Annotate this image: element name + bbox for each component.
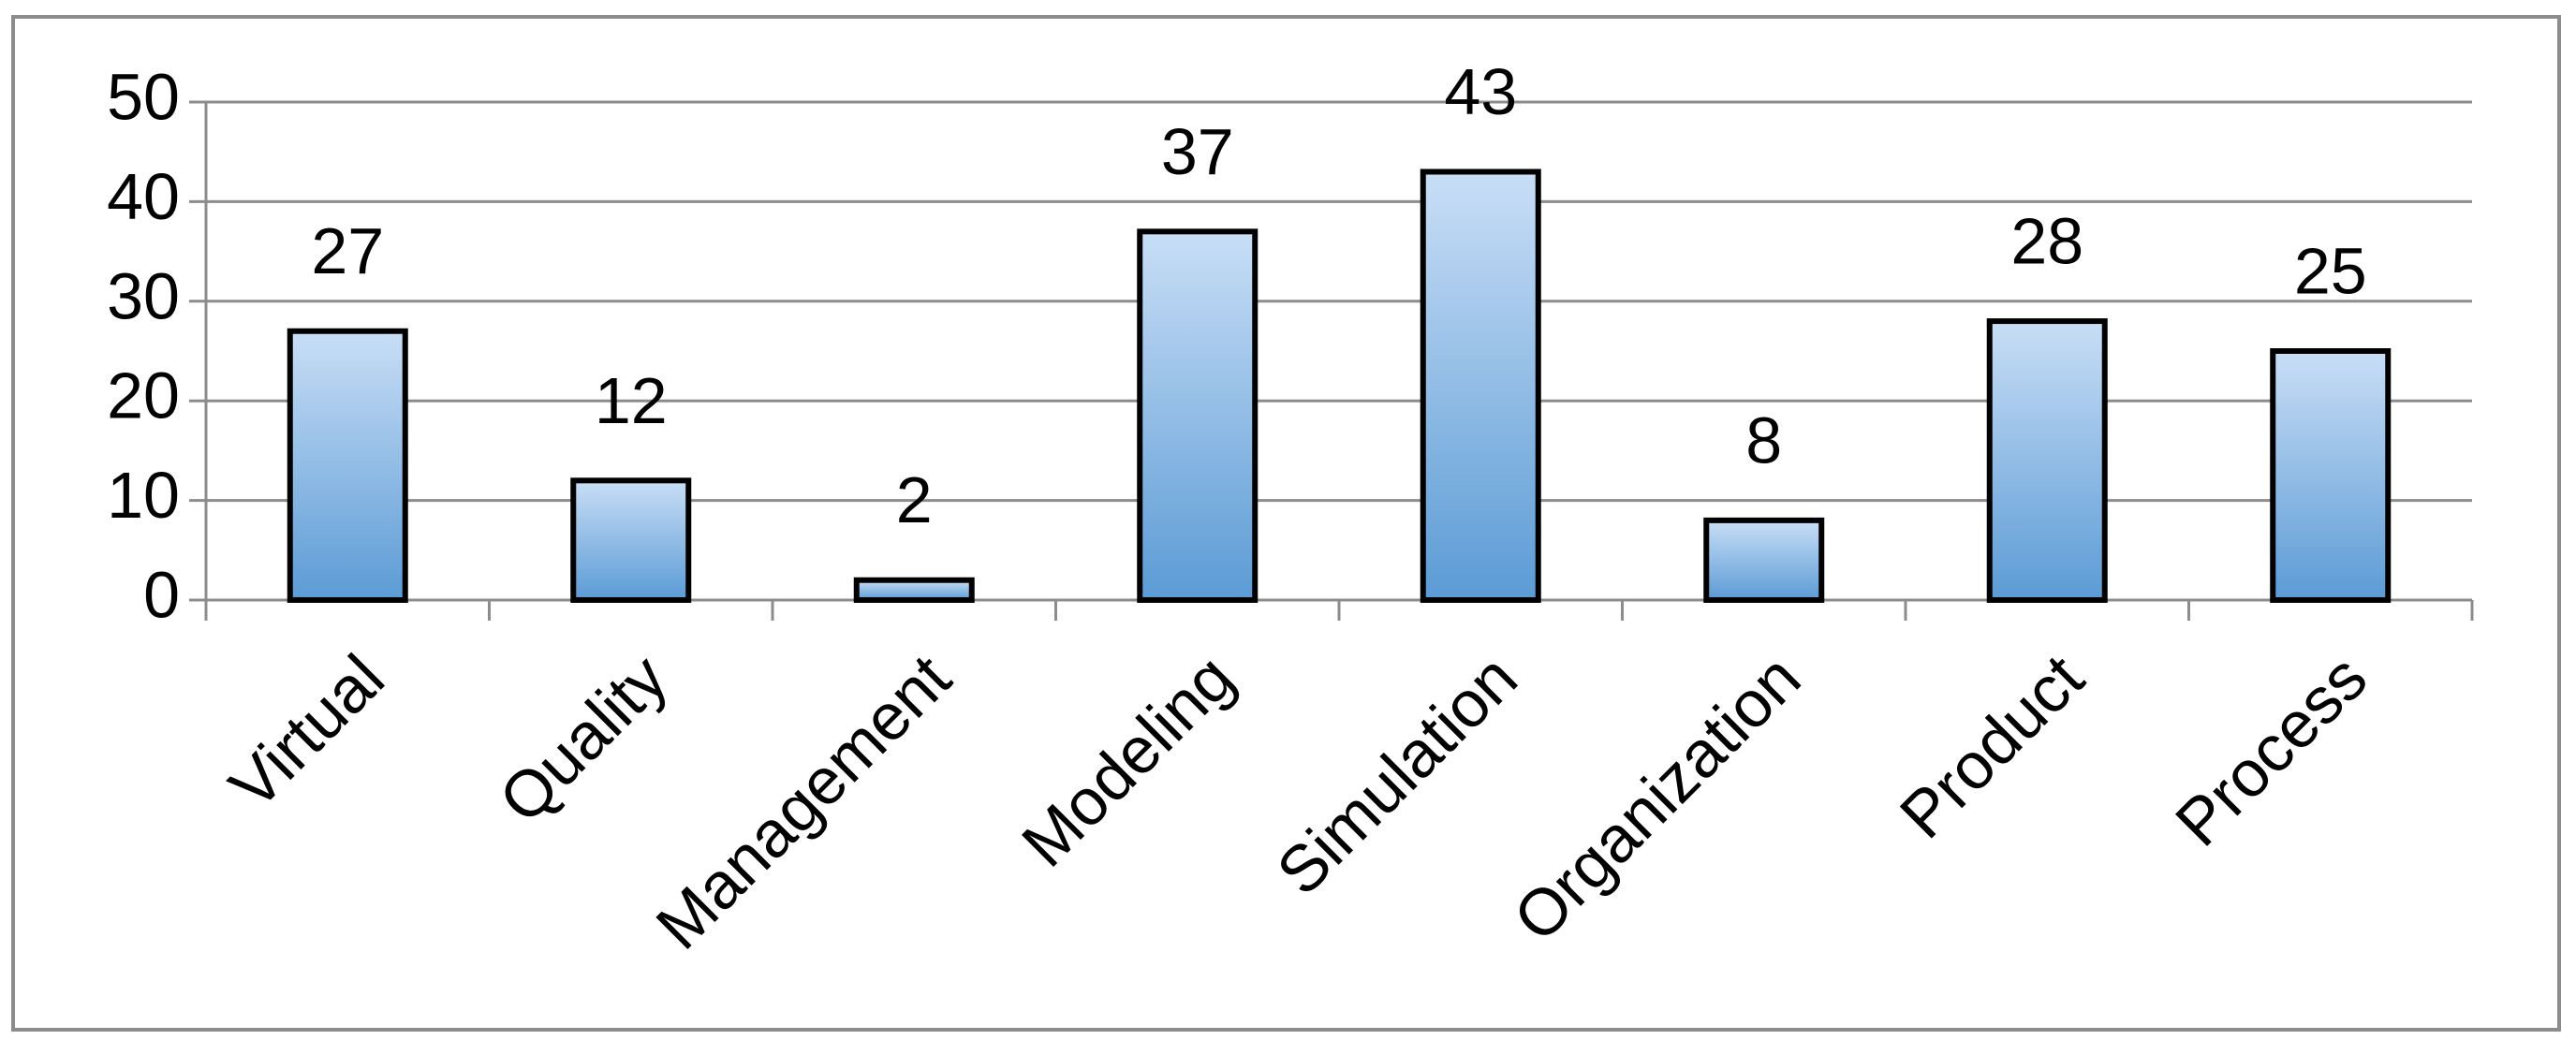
y-tick-label: 30 (107, 259, 180, 332)
data-label: 43 (1444, 55, 1517, 128)
bar (1420, 168, 1541, 603)
bar (287, 328, 408, 603)
data-label: 2 (896, 463, 933, 536)
data-label: 27 (311, 214, 384, 287)
y-tick-label: 40 (107, 160, 180, 233)
bar (1986, 318, 2108, 603)
bar (1137, 228, 1259, 603)
bar (853, 577, 975, 603)
data-label: 12 (595, 364, 668, 437)
y-tick-label: 20 (107, 359, 180, 432)
y-tick-label: 10 (107, 459, 180, 532)
data-label: 8 (1745, 403, 1782, 476)
data-label: 37 (1161, 115, 1234, 188)
chart-border (11, 15, 2561, 1032)
bar (1703, 517, 1825, 604)
y-tick-label: 50 (107, 60, 180, 133)
y-tick-label: 0 (143, 558, 180, 631)
data-label: 28 (2010, 205, 2083, 278)
data-label: 25 (2294, 234, 2367, 307)
bar (570, 477, 692, 604)
bar (2270, 348, 2392, 603)
